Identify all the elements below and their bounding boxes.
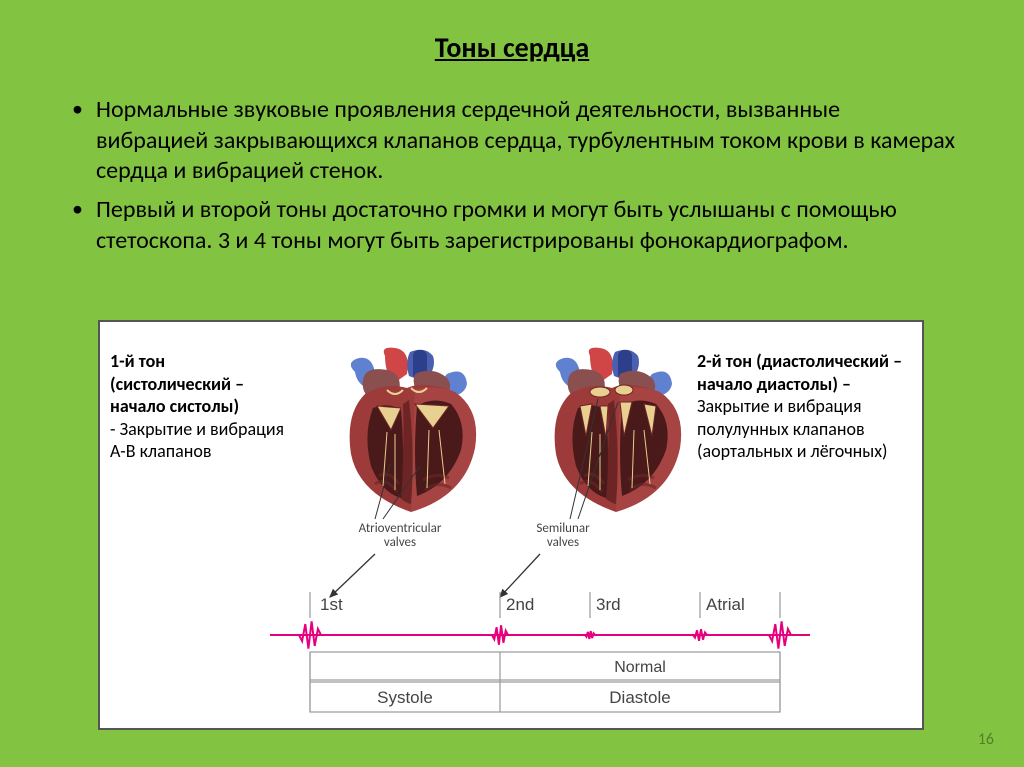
tone2-label-block: 2-й тон (диастолический – начало диастол…	[697, 350, 912, 463]
heart-systole-diagram	[315, 344, 505, 524]
page-number: 16	[978, 730, 994, 749]
tone1-heading: 1-й тон (систолический – начало систолы)	[110, 350, 290, 418]
phonocardiogram: 1st 2nd 3rd Atrial Normal Systole Diastole	[270, 590, 810, 720]
tone2-desc: Закрытие и вибрация полулунных клапанов …	[697, 395, 912, 463]
heart-diastole-diagram	[520, 344, 710, 524]
bullet-item: Первый и второй тоны достаточно громки и…	[68, 195, 956, 256]
tone2-heading: 2-й тон (диастолический – начало диастол…	[697, 350, 912, 395]
tone1-label-block: 1-й тон (систолический – начало систолы)…	[110, 350, 290, 463]
sl-valves-label: Semilunar valves	[528, 522, 598, 551]
bullet-list: Нормальные звуковые проявления сердечной…	[48, 95, 976, 257]
svg-text:Diastole: Diastole	[609, 688, 670, 707]
bullet-item: Нормальные звуковые проявления сердечной…	[68, 95, 956, 187]
svg-text:2nd: 2nd	[506, 595, 534, 614]
tone1-desc: - Закрытие и вибрация А-В клапанов	[110, 418, 290, 463]
svg-text:Systole: Systole	[377, 688, 433, 707]
heart-sounds-figure: 1-й тон (систолический – начало систолы)…	[98, 320, 924, 730]
slide-title: Тоны сердца	[48, 30, 976, 65]
svg-text:Normal: Normal	[614, 659, 666, 676]
svg-text:3rd: 3rd	[596, 595, 621, 614]
av-valves-label: Atrioventricular valves	[350, 522, 450, 551]
svg-text:Atrial: Atrial	[706, 595, 745, 614]
svg-text:1st: 1st	[320, 595, 343, 614]
